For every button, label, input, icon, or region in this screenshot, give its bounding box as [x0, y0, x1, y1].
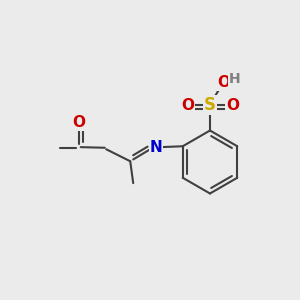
Text: O: O	[73, 115, 86, 130]
Text: S: S	[204, 96, 216, 114]
Text: N: N	[149, 140, 162, 155]
Text: O: O	[217, 75, 230, 90]
Text: O: O	[226, 98, 239, 112]
Text: H: H	[229, 72, 241, 86]
Text: O: O	[181, 98, 194, 112]
